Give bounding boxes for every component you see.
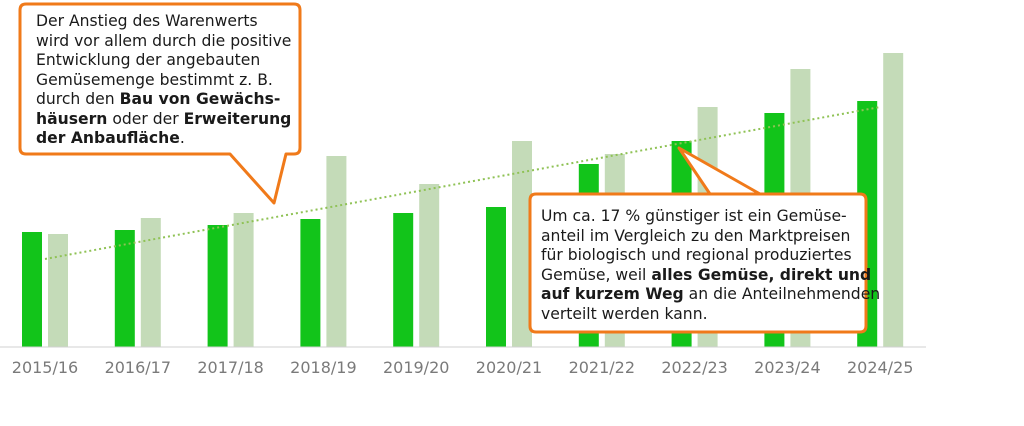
callout-line: Gemüsemenge bestimmt z. B.: [36, 71, 298, 91]
callout-segment: durch den: [36, 90, 120, 108]
callout-emphasis: häusern: [36, 109, 108, 128]
bar-series1-2018/19: [300, 219, 321, 347]
callout-line: häusern oder der Erweiterung: [36, 110, 298, 130]
x-tick-label: 2021/22: [569, 358, 635, 377]
bar-series2-2024/25: [883, 53, 904, 347]
callout-text-savings: Um ca. 17 % günstiger ist ein Gemüse-ant…: [541, 207, 880, 325]
bar-series2-2016/17: [140, 218, 161, 347]
callout-line: durch den Bau von Gewächs-: [36, 90, 298, 110]
bar-series1-2015/16: [22, 232, 42, 347]
callout-segment: wird vor allem durch die positive: [36, 31, 292, 50]
callout-segment: verteilt werden kann.: [541, 304, 708, 323]
callout-line: verteilt werden kann.: [541, 305, 861, 325]
x-tick-label: 2022/23: [661, 358, 727, 377]
x-tick-label: 2024/25: [847, 358, 913, 377]
x-tick-label: 2016/17: [105, 358, 171, 377]
callout-line: wird vor allem durch die positive: [36, 32, 298, 52]
x-tick-label: 2015/16: [12, 358, 78, 377]
callout-box-growth: [18, 2, 302, 205]
callout-box-savings: [528, 146, 868, 334]
x-tick-label: 2018/19: [290, 358, 356, 377]
callout-text-growth: Der Anstieg des Warenwerts wird vor allem…: [36, 12, 298, 149]
callout-line: Der Anstieg des Warenwerts: [36, 12, 298, 32]
bar-series2-2015/16: [48, 234, 68, 347]
trend-line: [44, 106, 881, 260]
bar-series1-2019/20: [393, 213, 414, 347]
callout-line: anteil im Vergleich zu den Marktpreisen: [541, 227, 861, 247]
bar-series1-2020/21: [486, 207, 506, 347]
callout-emphasis: Erweiterung: [183, 109, 292, 128]
bar-series2-2019/20: [419, 184, 440, 347]
callout-segment: Gemüse, weil: [541, 265, 652, 284]
callout-segment: Gemüsemenge bestimmt z. B.: [36, 70, 273, 89]
bar-series2-2017/18: [233, 213, 254, 347]
x-tick-label: 2019/20: [383, 358, 449, 377]
callout-segment: für biologisch und regional produziertes: [541, 246, 852, 264]
callout-line: auf kurzem Weg an die Anteilnehmenden: [541, 285, 880, 305]
callout-segment: an die Anteilnehmenden: [683, 285, 881, 303]
callout-line: der Anbaufläche.: [36, 129, 298, 149]
callout-line: für biologisch und regional produziertes: [541, 246, 861, 266]
callout-segment: .: [179, 129, 185, 147]
x-tick-label: 2020/21: [476, 358, 542, 377]
bar-series2-2020/21: [512, 141, 532, 347]
bar-series1-2016/17: [114, 230, 135, 347]
callout-segment: oder der: [107, 109, 184, 128]
callout-emphasis: der Anbaufläche: [36, 129, 180, 147]
x-tick-label: 2023/24: [754, 358, 820, 377]
callout-segment: Entwicklung der angebauten: [36, 51, 261, 69]
callout-emphasis: auf kurzem Weg: [541, 285, 684, 303]
callout-line: Entwicklung der angebauten: [36, 51, 298, 71]
x-tick-label: 2017/18: [197, 358, 263, 377]
bar-series2-2018/19: [326, 156, 347, 347]
x-axis-tick-labels: 2015/16 2016/17 2017/18 2018/19 2019/20 2020/…: [12, 358, 914, 377]
callout-emphasis: Bau von Gewächs-: [119, 90, 281, 108]
callout-emphasis: alles Gemüse, direkt und: [651, 265, 872, 284]
bar-series1-2017/18: [207, 225, 228, 347]
callout-segment: Um ca. 17 % günstiger ist ein Gemüse-: [541, 207, 847, 225]
callout-line: Um ca. 17 % günstiger ist ein Gemüse-: [541, 207, 861, 227]
callout-line: Gemüse, weil alles Gemüse, direkt und: [541, 265, 871, 286]
callout-segment: anteil im Vergleich zu den Marktpreisen: [541, 226, 851, 245]
callout-segment: Der Anstieg des Warenwerts: [36, 12, 258, 30]
